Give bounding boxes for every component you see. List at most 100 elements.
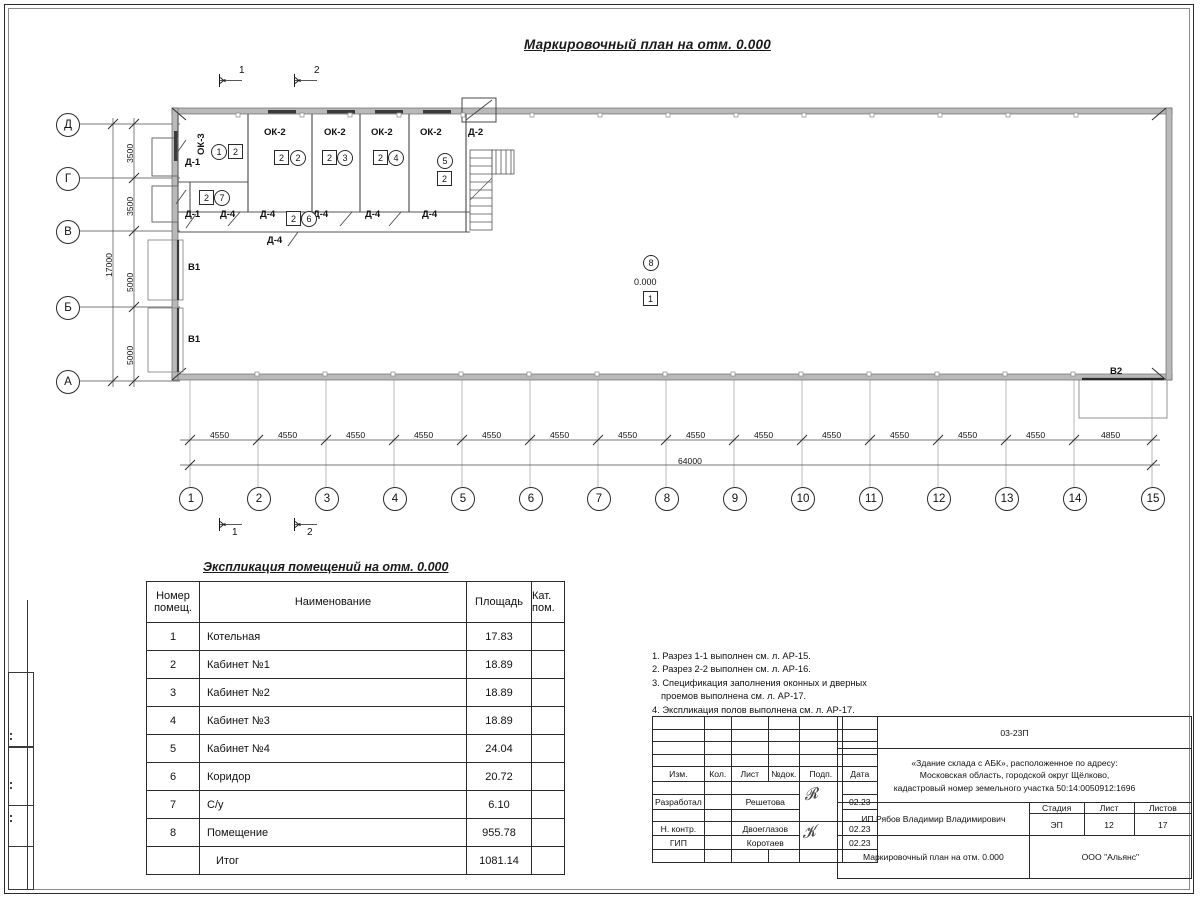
explication-title: Экспликация помещений на отм. 0.000 xyxy=(203,560,449,574)
rev-cell xyxy=(767,849,800,863)
header-room-number: Номер помещ. xyxy=(146,581,200,623)
gate-label-V2: В2 xyxy=(1110,366,1123,377)
grid-bubble-13: 13 xyxy=(995,487,1019,511)
hdim-10: 4550 xyxy=(822,430,842,440)
room-tag-1-number: 1 xyxy=(211,144,227,160)
object-line-2: Московская область, городской округ Щёлк… xyxy=(919,770,1110,781)
stage-values-row: ЭП 12 17 xyxy=(838,813,1193,836)
rev-cell xyxy=(703,849,732,863)
section-marker-bar xyxy=(294,518,296,531)
margin-divider-line xyxy=(27,600,29,890)
floor-plan-drawing xyxy=(80,97,1173,487)
rev-cell xyxy=(703,808,732,822)
rev-cell xyxy=(652,781,705,795)
cell-room-category xyxy=(531,762,565,791)
sheet-label: Лист xyxy=(1083,802,1135,814)
door-label-D-4-a: Д-4 xyxy=(220,209,236,220)
rev-cell xyxy=(798,716,843,730)
room-tag-6-number: 6 xyxy=(301,211,317,227)
grid-bubble-3: 3 xyxy=(315,487,339,511)
hdim-5: 4550 xyxy=(482,430,502,440)
hdim-4: 4550 xyxy=(414,430,434,440)
cell-total-category xyxy=(531,846,565,875)
rev-cell xyxy=(730,753,769,767)
rev-cell xyxy=(798,728,843,742)
grid-bubble-15: 15 xyxy=(1141,487,1165,511)
object-description: «Здание склада с АБК», расположенное по … xyxy=(837,748,1192,803)
hdim-total-64000: 64000 xyxy=(678,456,702,466)
role-name-gip: Коротаев xyxy=(730,835,800,850)
room-tag-8-category: 1 xyxy=(643,291,658,306)
col-header-ndok: №док. xyxy=(767,766,800,782)
header-room-name: Наименование xyxy=(199,581,467,623)
note-line-1: 1. Разрез 1-1 выполнен см. л. АР-15. xyxy=(652,651,811,661)
door-label-D-4-b: Д-4 xyxy=(260,209,276,220)
signature-cell-developer: 𝓡 xyxy=(798,781,843,822)
cell-room-area: 6.10 xyxy=(466,790,532,819)
grid-bubble-V: В xyxy=(56,220,80,244)
rev-cell xyxy=(703,728,732,742)
room-8-elevation: 0.000 xyxy=(634,277,657,287)
cell-room-category xyxy=(531,622,565,651)
rev-cell xyxy=(652,849,705,863)
window-label-OK-2-a: ОК-2 xyxy=(264,127,286,138)
window-label-OK-2-d: ОК-2 xyxy=(420,127,442,138)
sheet-name: Маркировочный план на отм. 0.000 xyxy=(837,835,1030,879)
rev-cell xyxy=(652,716,705,730)
cell-room-number: 6 xyxy=(146,762,200,791)
grid-bubble-5: 5 xyxy=(451,487,475,511)
room-tag-7-number: 7 xyxy=(214,190,230,206)
title-block: Изм. Кол. Лист №док. Подп. Дата 𝓡 Разраб… xyxy=(652,716,1193,880)
object-line-3: кадастровый номер земельного участка 50:… xyxy=(893,782,1136,793)
room-tag-2-category: 2 xyxy=(274,150,289,165)
cell-room-name: Кабинет №4 xyxy=(199,734,467,763)
vdim-5000-a: 5000 xyxy=(125,272,135,292)
rev-cell xyxy=(730,849,769,863)
cell-room-area: 24.04 xyxy=(466,734,532,763)
rev-cell xyxy=(703,835,732,850)
role-spacer-row: 𝓡 xyxy=(652,781,878,822)
sheet-name-row: Маркировочный план на отм. 0.000 ООО "Ал… xyxy=(837,835,1193,879)
table-header-row: Номер помещ. Наименование Площадь Кат. п… xyxy=(146,581,565,623)
room-tag-2-number: 2 xyxy=(290,150,306,166)
room-tag-5-category: 2 xyxy=(437,171,452,186)
signature-mark: 𝓚 xyxy=(800,823,818,843)
header-room-category: Кат. пом. xyxy=(531,581,565,623)
margin-dot-f xyxy=(10,820,12,822)
rev-cell xyxy=(730,781,800,795)
object-line-1: «Здание склада с АБК», расположенное по … xyxy=(911,758,1118,769)
header-room-category-l1: Кат. xyxy=(532,590,552,602)
margin-dot-a xyxy=(10,733,12,735)
col-header-kol: Кол. xyxy=(703,766,732,782)
stage-value: ЭП xyxy=(1028,813,1085,836)
hdim-12: 4550 xyxy=(958,430,978,440)
section-marker-bar xyxy=(219,518,221,531)
cell-room-area: 18.89 xyxy=(466,706,532,735)
cell-room-area: 20.72 xyxy=(466,762,532,791)
window-label-OK-2-c: ОК-2 xyxy=(371,127,393,138)
role-label-gip: ГИП xyxy=(652,835,705,850)
cell-room-category xyxy=(531,790,565,819)
document-code: 03-23П xyxy=(837,716,1192,749)
table-row: 2 Кабинет №1 18.89 xyxy=(146,650,565,679)
client-name: ИП Рябов Владимир Владимирович xyxy=(837,802,1030,836)
cell-room-number: 7 xyxy=(146,790,200,819)
hdim-8: 4550 xyxy=(686,430,706,440)
rev-cell xyxy=(730,716,769,730)
vdim-5000-b: 5000 xyxy=(125,345,135,365)
col-header-list: Лист xyxy=(730,766,769,782)
rev-cell xyxy=(703,793,732,810)
hdim-7: 4550 xyxy=(618,430,638,440)
gate-label-V1-a: В1 xyxy=(188,262,201,273)
section-marker-bar xyxy=(294,74,296,87)
grid-bubble-6: 6 xyxy=(519,487,543,511)
role-label-ncontrol: Н. контр. xyxy=(652,821,705,836)
signature-cell-gip: 𝓚 xyxy=(798,821,843,850)
grid-bubble-14: 14 xyxy=(1063,487,1087,511)
cell-room-name: Кабинет №2 xyxy=(199,678,467,707)
margin-stamp-box-1 xyxy=(8,672,34,747)
header-room-number-l1: Номер xyxy=(156,590,190,602)
room-tag-4-number: 4 xyxy=(388,150,404,166)
rev-cell xyxy=(767,728,800,742)
grid-bubble-7: 7 xyxy=(587,487,611,511)
